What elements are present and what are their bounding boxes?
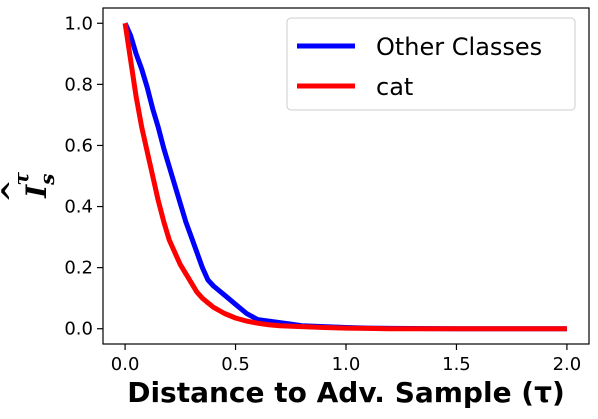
x-axis-label: Distance to Adv. Sample (τ) [127,376,565,409]
legend: Other Classes cat [286,17,576,111]
y-axis-label-base: I [20,184,53,199]
x-tick-label: 1.0 [332,354,361,375]
y-axis-ticks: 0.0 0.2 0.4 0.6 0.8 1.0 [64,13,103,340]
y-axis-label-superscript: τ [9,172,33,186]
y-tick-label: 0.6 [64,135,93,156]
y-tick-label: 0.2 [64,258,93,279]
legend-box [286,17,576,111]
legend-label: Other Classes [376,33,542,61]
x-tick-label: 1.5 [442,354,471,375]
y-axis-label-hat: ^ [0,179,29,202]
y-tick-label: 0.0 [64,319,93,340]
y-tick-label: 1.0 [64,13,93,34]
series-line-cat [122,22,567,332]
x-axis-ticks: 0.0 0.5 1.0 1.5 2.0 [111,344,581,375]
y-axis-label: Isτ ^ [0,172,59,203]
y-tick-label: 0.8 [64,74,93,95]
x-tick-label: 0.0 [111,354,140,375]
y-axis-label-subscript: s [35,174,59,186]
legend-label: cat [376,73,413,101]
y-tick-label: 0.4 [64,197,93,218]
svg-text:Isτ: Isτ [9,172,59,199]
x-tick-label: 0.5 [221,354,250,375]
x-tick-label: 2.0 [553,354,582,375]
